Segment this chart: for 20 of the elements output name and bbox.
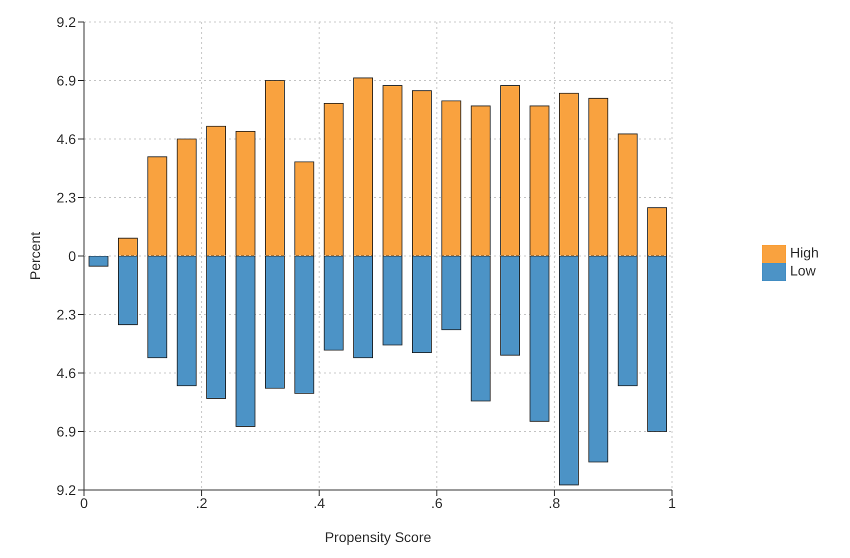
x-axis-title: Propensity Score [324,529,432,545]
y-axis-title: Percent [27,232,43,280]
legend-label: High [790,244,819,261]
y-tick-label: 2.3 [56,189,76,206]
y-tick-label: 2.3 [56,306,76,322]
y-tick-label: 6.9 [56,423,76,440]
x-tick-label: .6 [430,494,443,511]
x-tick-label: 0 [80,494,88,511]
x-tick-label: .4 [313,494,326,511]
y-tick-label: 9.2 [56,482,76,498]
bar [88,256,108,267]
x-tick-label: .2 [196,494,208,511]
y-tick-label: 9.2 [56,14,76,30]
y-tick-label: 4.6 [56,130,76,147]
legend-label: Low [790,262,816,279]
y-tick-label: 6.9 [56,72,76,88]
y-tick-label: 0 [68,248,76,264]
x-tick-label: 1 [668,494,676,511]
x-tick-label: .8 [548,494,560,511]
y-tick-label: 4.6 [56,364,76,381]
